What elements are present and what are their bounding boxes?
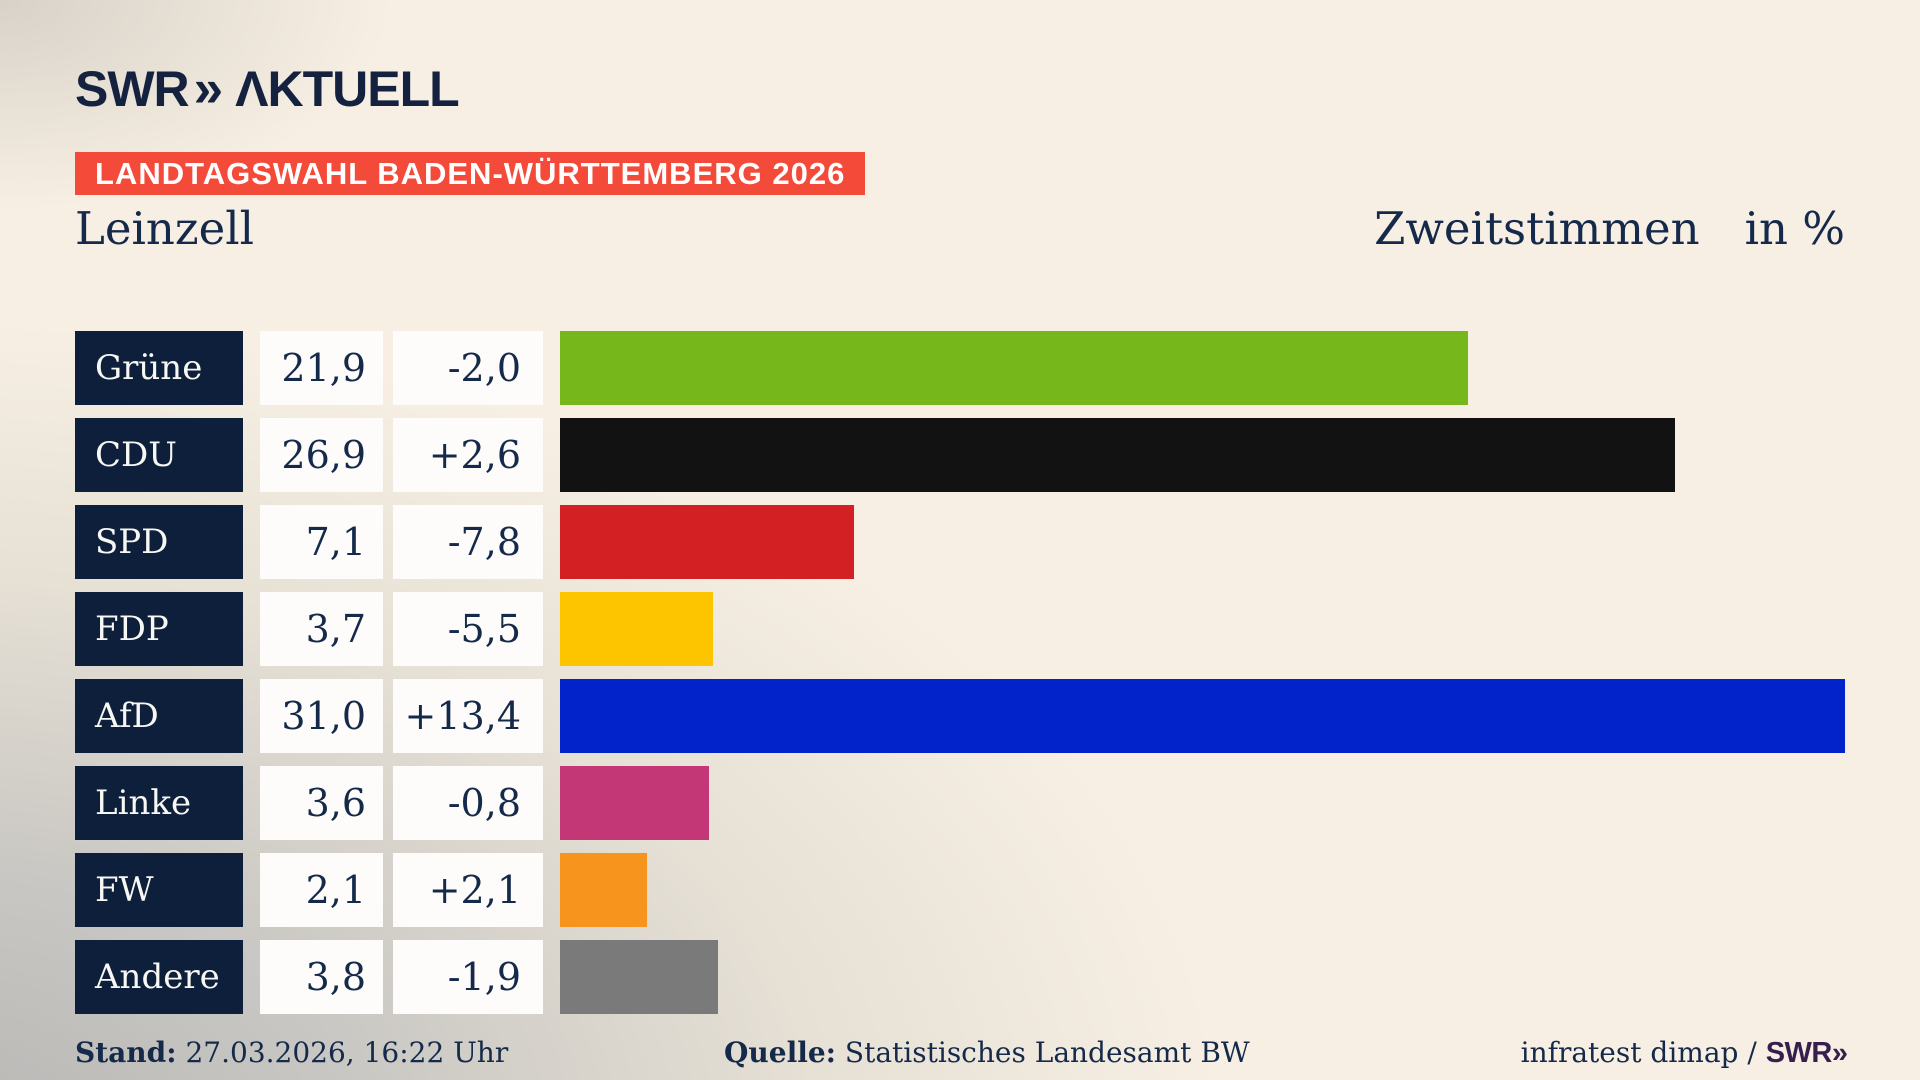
stand-timestamp: Stand: 27.03.2026, 16:22 Uhr <box>75 1035 508 1071</box>
chart-subheader: Leinzell Zweitstimmen in % <box>75 198 1845 260</box>
party-change: -5,5 <box>393 592 543 666</box>
bar-track <box>560 505 1845 579</box>
party-label: Grüne <box>75 331 243 405</box>
bar-track <box>560 418 1845 492</box>
quelle-value: Statistisches Landesamt BW <box>844 1036 1250 1069</box>
party-label: SPD <box>75 505 243 579</box>
party-value: 31,0 <box>260 679 383 753</box>
party-change: +2,6 <box>393 418 543 492</box>
bar-row: FDP 3,7 -5,5 <box>75 592 1845 666</box>
bar-track <box>560 940 1845 1014</box>
bar-track <box>560 766 1845 840</box>
party-bar <box>560 331 1468 405</box>
agency-credit: infratest dimap / SWR» <box>1520 1035 1848 1071</box>
party-change: -1,9 <box>393 940 543 1014</box>
bar-row: Linke 3,6 -0,8 <box>75 766 1845 840</box>
party-value: 3,6 <box>260 766 383 840</box>
party-bar <box>560 592 714 666</box>
source-credit: Quelle: Statistisches Landesamt BW <box>724 1035 1250 1071</box>
election-banner-badge: LANDTAGSWAHL BADEN-WÜRTTEMBERG 2026 <box>75 152 866 195</box>
bar-row: Andere 3,8 -1,9 <box>75 940 1845 1014</box>
party-label: AfD <box>75 679 243 753</box>
quelle-label: Quelle: <box>724 1036 836 1069</box>
bar-row: Grüne 21,9 -2,0 <box>75 331 1845 405</box>
party-value: 2,1 <box>260 853 383 927</box>
party-change: -2,0 <box>393 331 543 405</box>
swr-chevrons-icon: » <box>193 59 224 118</box>
party-value: 21,9 <box>260 331 383 405</box>
swr-aktuell-logo: SWR» ΛKTUELL <box>75 61 460 117</box>
party-label: FDP <box>75 592 243 666</box>
party-label: Linke <box>75 766 243 840</box>
party-bar <box>560 679 1845 753</box>
bar-track <box>560 331 1845 405</box>
party-change: +2,1 <box>393 853 543 927</box>
measure-group: Zweitstimmen in % <box>1374 198 1845 260</box>
party-label: CDU <box>75 418 243 492</box>
bar-row: CDU 26,9 +2,6 <box>75 418 1845 492</box>
footer: Stand: 27.03.2026, 16:22 Uhr Quelle: Sta… <box>75 1035 1848 1075</box>
party-bar <box>560 766 710 840</box>
measure-label: Zweitstimmen <box>1374 202 1700 255</box>
party-change: +13,4 <box>393 679 543 753</box>
party-value: 26,9 <box>260 418 383 492</box>
party-bar <box>560 505 855 579</box>
party-change: -0,8 <box>393 766 543 840</box>
bar-row: SPD 7,1 -7,8 <box>75 505 1845 579</box>
bar-chart: Grüne 21,9 -2,0 CDU 26,9 +2,6 SPD 7,1 -7,8 FDP 3,7… <box>75 331 1845 1027</box>
party-label: FW <box>75 853 243 927</box>
bar-track <box>560 679 1845 753</box>
infratest-dimap-label: infratest dimap / <box>1520 1036 1757 1069</box>
municipality-title: Leinzell <box>75 202 255 255</box>
bar-rows: Grüne 21,9 -2,0 CDU 26,9 +2,6 SPD 7,1 -7,8 FDP 3,7… <box>75 331 1845 1014</box>
party-bar <box>560 418 1675 492</box>
bar-row: FW 2,1 +2,1 <box>75 853 1845 927</box>
party-bar <box>560 940 718 1014</box>
swr-footer-logo: SWR» <box>1765 1037 1848 1069</box>
bar-row: AfD 31,0 +13,4 <box>75 679 1845 753</box>
party-label: Andere <box>75 940 243 1014</box>
party-bar <box>560 853 647 927</box>
bar-track <box>560 853 1845 927</box>
stand-value: 27.03.2026, 16:22 Uhr <box>185 1036 509 1069</box>
logo-aktuell-text: ΛKTUELL <box>235 61 460 117</box>
unit-label: in % <box>1744 202 1845 255</box>
election-banner: LANDTAGSWAHL BADEN-WÜRTTEMBERG 2026 <box>75 152 866 195</box>
party-change: -7,8 <box>393 505 543 579</box>
party-value: 7,1 <box>260 505 383 579</box>
party-value: 3,7 <box>260 592 383 666</box>
bar-track <box>560 592 1845 666</box>
logo-swr-text: SWR <box>75 61 190 117</box>
stand-label: Stand: <box>75 1036 177 1069</box>
party-value: 3,8 <box>260 940 383 1014</box>
swr-footer-chevrons-icon: » <box>1831 1037 1848 1069</box>
